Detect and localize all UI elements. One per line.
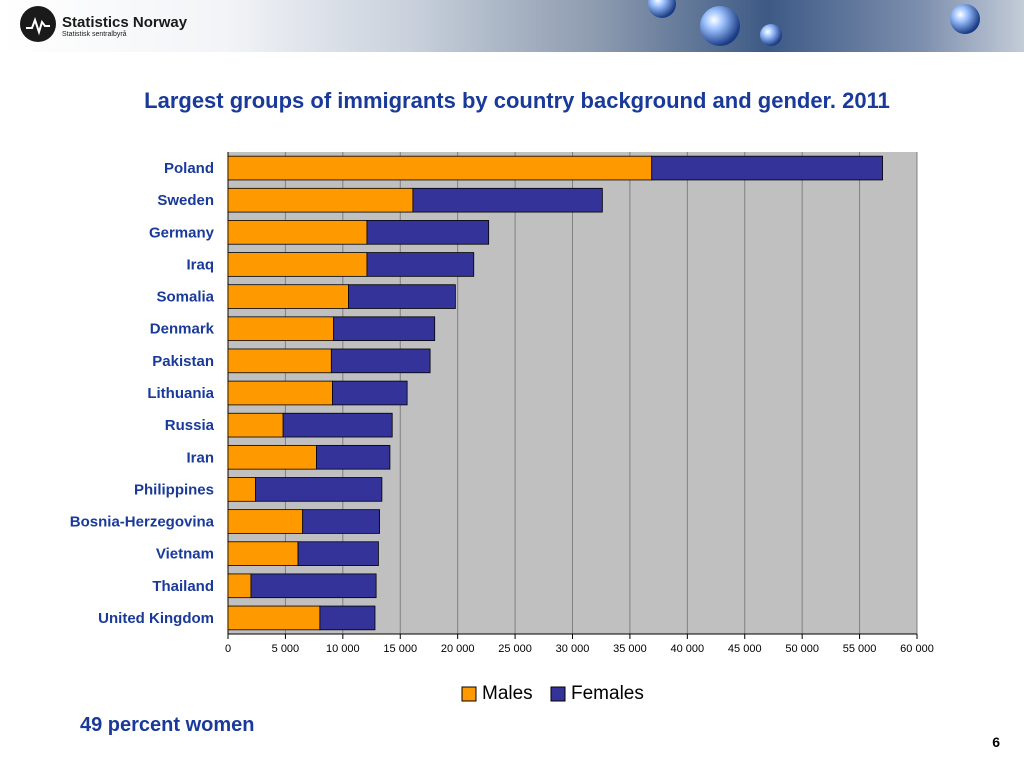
bar-males — [228, 220, 367, 244]
bar-females — [652, 156, 883, 180]
banner-orb-graphic — [700, 6, 740, 46]
y-tick-label: Iran — [186, 449, 214, 466]
legend-label: Females — [571, 683, 644, 704]
y-tick-label: Thailand — [152, 578, 214, 595]
bar-males — [228, 285, 349, 309]
bar-males — [228, 478, 256, 502]
bar-males — [228, 510, 303, 534]
logo-icon — [20, 6, 56, 42]
x-tick-label: 5 000 — [272, 643, 300, 655]
x-tick-label: 10 000 — [326, 643, 360, 655]
y-tick-label: Pakistan — [152, 353, 214, 370]
bar-males — [228, 188, 413, 212]
legend-swatch-males — [462, 687, 476, 701]
y-tick-label: Vietnam — [156, 546, 214, 563]
y-tick-label: Germany — [149, 224, 215, 241]
x-tick-label: 30 000 — [556, 643, 590, 655]
bar-females — [367, 220, 489, 244]
bar-females — [316, 445, 389, 469]
bar-chart: 0 5 000 10 000 15 000 20 000 25 000 30 000 35 0… — [42, 148, 940, 716]
y-tick-label: Philippines — [134, 481, 214, 498]
bar-females — [320, 606, 375, 630]
x-tick-label: 25 000 — [498, 643, 532, 655]
org-subtitle: Statistisk sentralbyrå — [62, 31, 127, 38]
banner-orb-graphic — [648, 0, 676, 18]
legend-label: Males — [482, 683, 533, 704]
slide-title: Largest groups of immigrants by country … — [0, 88, 1024, 114]
x-tick-label: 40 000 — [671, 643, 705, 655]
legend-swatch-females — [551, 687, 565, 701]
bar-females — [331, 349, 430, 373]
bar-males — [228, 253, 367, 277]
y-tick-label: Sweden — [157, 192, 214, 209]
bar-males — [228, 542, 298, 566]
x-tick-label: 55 000 — [843, 643, 877, 655]
bar-males — [228, 156, 652, 180]
bar-males — [228, 349, 331, 373]
y-tick-label: Russia — [165, 417, 215, 434]
bar-females — [256, 478, 382, 502]
y-tick-label: Somalia — [156, 289, 214, 306]
page-number: 6 — [992, 734, 1000, 750]
bar-males — [228, 574, 251, 598]
bar-males — [228, 606, 320, 630]
bar-males — [228, 413, 283, 437]
bar-males — [228, 445, 316, 469]
x-tick-label: 20 000 — [441, 643, 475, 655]
bar-males — [228, 381, 332, 405]
org-name: Statistics Norway — [62, 14, 187, 31]
bar-females — [251, 574, 376, 598]
bar-females — [349, 285, 456, 309]
x-tick-label: 45 000 — [728, 643, 762, 655]
x-tick-label: 15 000 — [383, 643, 417, 655]
banner-orb-graphic — [950, 4, 980, 34]
banner-orb-graphic — [760, 24, 782, 46]
bar-females — [332, 381, 407, 405]
y-tick-label: Lithuania — [147, 385, 214, 402]
y-tick-label: Denmark — [150, 321, 215, 338]
bar-females — [283, 413, 392, 437]
chart-panel: 0 5 000 10 000 15 000 20 000 25 000 30 000 35 0… — [42, 148, 940, 716]
bar-females — [303, 510, 380, 534]
x-tick-label: 60 000 — [900, 643, 934, 655]
banner-decoration — [270, 0, 297, 38]
y-tick-label: Bosnia-Herzegovina — [70, 514, 215, 531]
bar-females — [367, 253, 474, 277]
y-tick-label: Iraq — [186, 256, 214, 273]
x-tick-label: 50 000 — [785, 643, 819, 655]
y-tick-label: United Kingdom — [98, 610, 214, 627]
bar-males — [228, 317, 334, 341]
x-tick-label: 35 000 — [613, 643, 647, 655]
bar-females — [334, 317, 435, 341]
bar-females — [298, 542, 378, 566]
bar-females — [413, 188, 602, 212]
footnote: 49 percent women — [80, 714, 255, 737]
x-tick-label: 0 — [225, 643, 231, 655]
y-tick-label: Poland — [164, 160, 214, 177]
